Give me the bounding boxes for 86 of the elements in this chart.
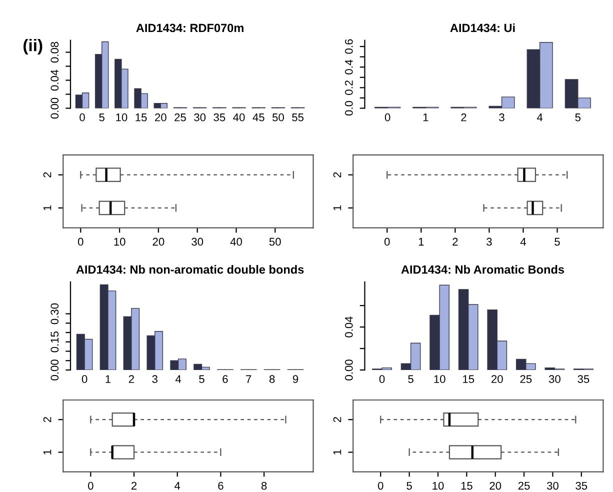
x-tick-label: 40 — [230, 238, 242, 246]
y-tick-label: 0.2 — [344, 80, 353, 95]
x-tick-label: 5 — [406, 482, 412, 490]
x-tick-label: 3 — [152, 375, 158, 384]
x-tick-label: 8 — [269, 375, 275, 384]
y-tick-label: 0.00 — [344, 360, 353, 380]
y-tick-label: 2 — [43, 417, 52, 422]
x-tick-label: 0 — [384, 238, 390, 246]
x-tick-label: 10 — [432, 482, 444, 490]
x-tick-label: 15 — [463, 375, 474, 384]
x-tick-label: 6 — [222, 375, 228, 384]
x-tick-label: 35 — [214, 113, 226, 122]
y-tick-label: 2 — [43, 172, 52, 178]
x-tick-label: 30 — [548, 375, 560, 384]
x-tick-label: 2 — [128, 375, 134, 383]
chart-title: AID1434: Ui — [450, 23, 515, 32]
x-tick-label: 4 — [174, 482, 180, 490]
x-tick-label: 4 — [537, 114, 543, 122]
y-tick-label: 0.30 — [50, 303, 59, 324]
x-tick-label: 3 — [499, 113, 504, 122]
x-tick-label: 8 — [261, 482, 267, 490]
x-tick-label: 5 — [199, 375, 204, 384]
x-tick-label: 35 — [576, 482, 588, 490]
x-tick-label: 2 — [131, 482, 137, 490]
x-tick-label: 1 — [106, 375, 111, 383]
y-tick-label: 0.00 — [50, 360, 59, 380]
x-tick-label: 20 — [490, 482, 502, 490]
x-tick-label: 9 — [292, 375, 298, 384]
x-tick-label: 4 — [520, 238, 526, 246]
x-tick-label: 50 — [269, 238, 281, 246]
y-tick-label: 2 — [333, 172, 342, 178]
x-tick-label: 1 — [423, 114, 428, 122]
y-tick-label: 0.6 — [344, 39, 353, 54]
x-tick-label: 6 — [218, 482, 224, 490]
x-tick-label: 3 — [486, 238, 492, 246]
x-tick-label: 45 — [252, 114, 264, 122]
chart-title: AID1434: Nb Aromatic Bonds — [401, 265, 564, 274]
x-tick-label: 10 — [116, 113, 128, 122]
y-tick-label: 0.04 — [50, 70, 59, 91]
x-tick-label: 15 — [461, 482, 472, 490]
x-tick-label: 1 — [418, 238, 424, 246]
x-tick-label: 0 — [379, 375, 385, 384]
x-tick-label: 20 — [492, 375, 503, 384]
y-tick-label: 1 — [333, 450, 342, 454]
x-tick-label: 25 — [174, 113, 186, 122]
x-tick-label: 15 — [136, 114, 147, 122]
x-tick-label: 2 — [452, 238, 458, 246]
chart-title: AID1434: RDF070m — [136, 24, 244, 32]
chart-title: AID1434: Nb non-aromatic double bonds — [76, 265, 304, 274]
x-tick-label: 7 — [246, 375, 252, 383]
x-tick-label: 25 — [518, 482, 530, 490]
x-tick-label: 25 — [520, 375, 532, 384]
y-tick-label: 1 — [43, 205, 52, 210]
x-tick-label: 5 — [408, 375, 414, 384]
y-tick-label: 0.0 — [344, 100, 353, 116]
x-tick-label: 0 — [82, 375, 88, 384]
x-tick-label: 5 — [554, 238, 560, 246]
x-tick-label: 5 — [99, 114, 104, 122]
x-tick-label: 5 — [575, 114, 581, 122]
x-tick-label: 30 — [194, 113, 206, 122]
y-tick-label: 0.4 — [344, 60, 353, 74]
y-tick-label: 0.08 — [50, 42, 59, 63]
x-tick-label: 4 — [175, 375, 182, 383]
text: (ii) — [24, 38, 42, 55]
x-tick-label: 30 — [546, 482, 558, 490]
x-tick-label: 0 — [384, 113, 390, 122]
x-tick-label: 40 — [233, 113, 245, 122]
x-tick-label: 35 — [578, 375, 590, 384]
x-tick-label: 0 — [78, 238, 84, 246]
x-tick-label: 55 — [292, 114, 304, 122]
y-tick-label: 1 — [333, 205, 342, 210]
x-tick-label: 20 — [155, 113, 166, 122]
y-tick-label: 0.04 — [344, 316, 353, 338]
y-tick-label: 2 — [333, 417, 342, 422]
y-tick-label: 1 — [43, 450, 52, 454]
x-tick-label: 30 — [192, 238, 204, 246]
x-tick-label: 10 — [114, 238, 126, 246]
x-tick-label: 0 — [88, 482, 94, 490]
y-tick-label: 0.00 — [50, 98, 59, 119]
x-tick-label: 20 — [152, 238, 164, 246]
x-tick-label: 10 — [434, 375, 446, 384]
x-tick-label: 0 — [80, 113, 85, 122]
x-tick-label: 0 — [378, 482, 384, 490]
x-tick-label: 50 — [272, 113, 284, 122]
y-tick-label: 0.15 — [50, 332, 59, 352]
x-tick-label: 2 — [461, 113, 466, 122]
